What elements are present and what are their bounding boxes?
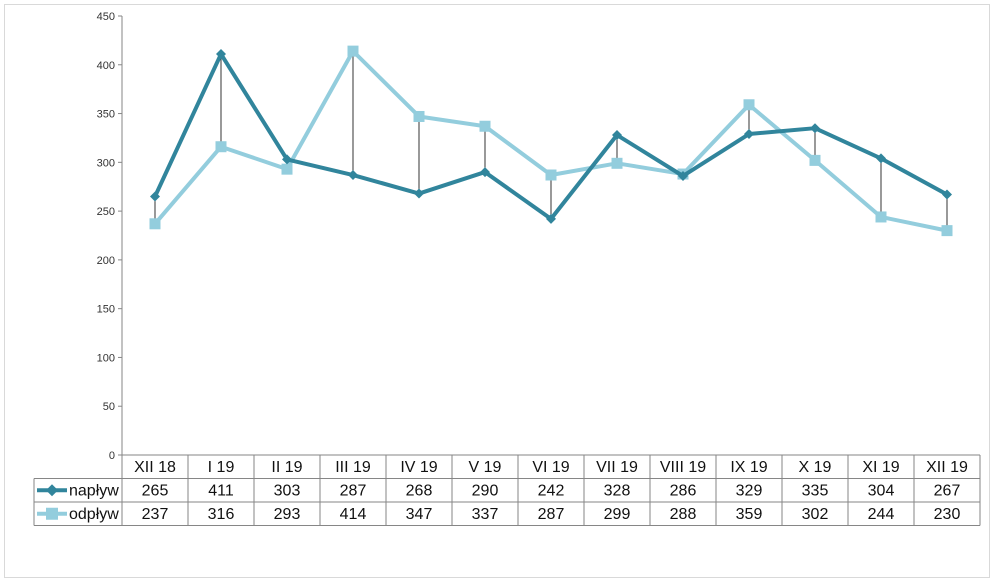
data-point: [480, 167, 490, 178]
table-cell-value: 287: [538, 506, 565, 523]
x-category-label: V 19: [469, 459, 502, 476]
table-cell-value: 286: [670, 483, 697, 500]
table-cell-value: 242: [538, 483, 565, 500]
data-point: [875, 211, 887, 223]
table-cell-value: 304: [868, 483, 895, 500]
table-cell-value: 328: [604, 483, 631, 500]
table-cell-value: 268: [406, 483, 433, 500]
x-category-label: II 19: [271, 459, 302, 476]
x-category-label: VI 19: [532, 459, 569, 476]
data-point: [216, 49, 226, 60]
data-point: [281, 163, 293, 175]
table-cell-value: 265: [142, 483, 169, 500]
y-tick-label: 200: [97, 255, 115, 267]
legend-key-marker: [46, 507, 58, 520]
data-point: [611, 157, 623, 169]
table-cell-value: 267: [934, 483, 961, 500]
table-cell-value: 347: [406, 506, 433, 523]
table-cell-value: 411: [208, 483, 234, 500]
data-point: [215, 141, 227, 153]
table-cell-value: 299: [604, 506, 631, 523]
y-tick-label: 0: [109, 450, 115, 462]
data-point: [479, 120, 491, 132]
table-row: napływ 265 411 303 287 268 290 242 328 286 329 335 3…: [37, 483, 960, 500]
data-point: [743, 99, 755, 111]
data-point: [941, 225, 953, 237]
table-cell-value: 302: [802, 506, 829, 523]
y-tick-label: 100: [97, 352, 115, 364]
table-cell-value: 414: [340, 506, 367, 523]
x-category-label: XI 19: [862, 459, 899, 476]
x-category-label: VII 19: [596, 459, 638, 476]
y-tick-label: 400: [97, 60, 115, 72]
table-cell-value: 335: [802, 483, 829, 500]
data-point: [744, 129, 754, 140]
table-cell-value: 316: [208, 506, 235, 523]
table-cell-value: 287: [340, 483, 367, 500]
data-point: [678, 170, 688, 181]
chart-frame: 0 50 100 150 200 250 300 350 400 450 XII 18 I 19 II …: [4, 4, 990, 578]
data-point: [150, 191, 160, 202]
y-tick-label: 50: [103, 401, 115, 413]
x-category-label: III 19: [335, 459, 371, 476]
data-point: [414, 188, 424, 199]
table-cell-value: 290: [472, 483, 499, 500]
data-point: [942, 189, 952, 200]
table-cell-value: 329: [736, 483, 763, 500]
legend-key-marker: [46, 484, 58, 497]
data-point: [546, 213, 556, 224]
y-tick-label: 250: [97, 206, 115, 218]
x-category-label: XII 19: [926, 459, 968, 476]
x-category-label: XII 18: [134, 459, 176, 476]
data-point: [282, 154, 292, 165]
table-cell-value: 359: [736, 506, 763, 523]
table-cell-value: 244: [868, 506, 895, 523]
y-tick-label: 150: [97, 304, 115, 316]
data-point: [347, 45, 359, 57]
legend-label: napływ: [69, 483, 119, 500]
x-category-label: I 19: [208, 459, 235, 476]
x-category-label: VIII 19: [660, 459, 706, 476]
y-tick-label: 300: [97, 157, 115, 169]
table-cell-value: 230: [934, 506, 961, 523]
data-point: [810, 123, 820, 134]
table-cell-value: 303: [274, 483, 301, 500]
table-cell-value: 337: [472, 506, 499, 523]
data-point: [809, 154, 821, 166]
line-chart: 0 50 100 150 200 250 300 350 400 450 XII 18 I 19 II …: [33, 11, 981, 526]
data-point: [545, 169, 557, 181]
data-table: XII 18 I 19 II 19 III 19 IV 19 V 19 VI 19 VII 1…: [33, 454, 981, 526]
data-point: [612, 130, 622, 141]
table-cell-value: 288: [670, 506, 697, 523]
y-tick-label: 450: [97, 11, 115, 23]
y-axis: 0 50 100 150 200 250 300 350 400 450: [97, 11, 123, 462]
table-cell-value: 237: [142, 506, 169, 523]
y-tick-label: 350: [97, 109, 115, 121]
data-point: [413, 110, 425, 122]
data-point: [348, 170, 358, 181]
x-category-label: IV 19: [400, 459, 437, 476]
data-point: [149, 218, 161, 230]
data-point: [876, 153, 886, 164]
table-row: odpływ 237 316 293 414 347 337 287 299 288 359 302 2…: [37, 506, 960, 523]
series-diamond-group: [150, 49, 952, 224]
table-cell-value: 293: [274, 506, 301, 523]
x-category-label: IX 19: [730, 459, 767, 476]
x-category-label: X 19: [799, 459, 832, 476]
legend-label: odpływ: [69, 506, 119, 523]
